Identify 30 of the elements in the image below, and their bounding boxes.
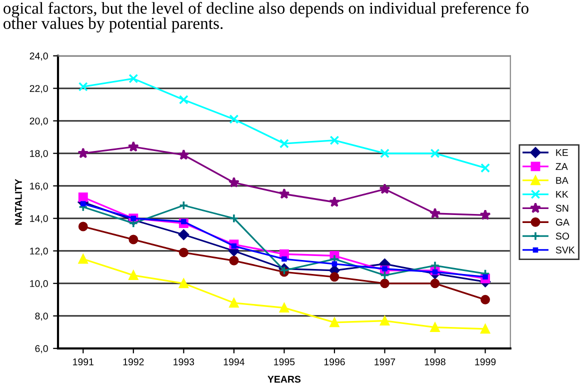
x-tick-label: 1994 [224, 358, 244, 366]
x-tick-label: 1997 [374, 358, 396, 366]
legend-label: KK [556, 190, 568, 198]
x-tick-label: 1991 [73, 358, 94, 366]
legend-label: GA [556, 218, 570, 226]
x-axis-title: YEARS [268, 376, 301, 383]
x-tick-label: 1995 [274, 358, 295, 366]
y-tick-label: 12,0 [30, 248, 48, 256]
legend-label: BA [556, 177, 568, 184]
y-tick-label: 18,0 [30, 150, 48, 158]
y-tick-label: 24,0 [30, 52, 48, 61]
text: ogical factors, but the level of decline also depends on individual preference fo other values by potential parents. [4, 2, 528, 32]
x-tick-label: 1993 [174, 358, 194, 366]
y-tick-label: 20,0 [30, 118, 48, 126]
y-tick-label: 8,0 [35, 312, 48, 321]
legend-label: SO [556, 232, 569, 240]
y-tick-label: 16,0 [30, 182, 48, 191]
x-tick-label: 1996 [324, 358, 345, 366]
y-tick-label: 22,0 [30, 85, 48, 94]
x-tick-label: 1999 [475, 358, 496, 366]
y-tick-label: 10,0 [30, 280, 48, 288]
y-axis-title: NATALITY [15, 178, 22, 225]
y-tick-label: 14,0 [30, 215, 48, 224]
legend-label: SN [556, 204, 568, 212]
legend-label: SVK [556, 246, 575, 254]
legend-label: KE [556, 149, 568, 156]
x-tick-label: 1992 [123, 358, 144, 366]
y-tick-label: 6,0 [35, 345, 48, 354]
x-tick-label: 1998 [424, 358, 446, 366]
legend-label: ZA [556, 163, 568, 170]
